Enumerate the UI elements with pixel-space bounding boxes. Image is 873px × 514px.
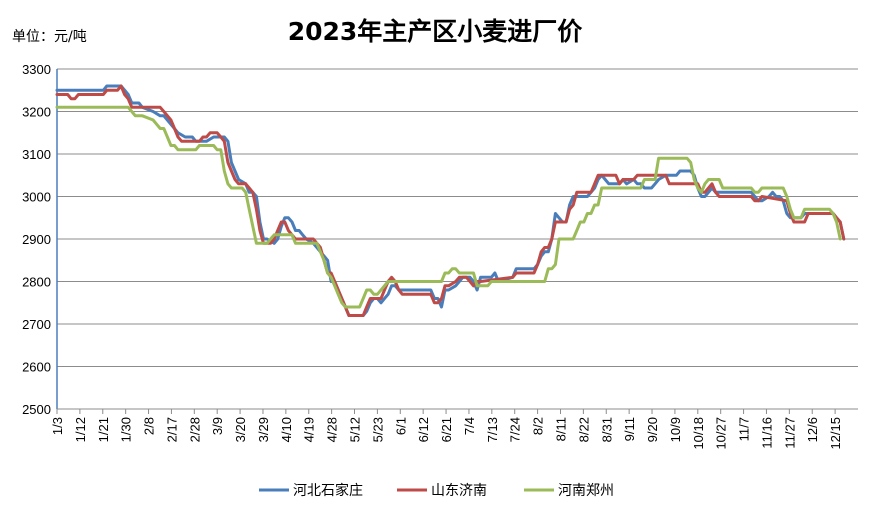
x-tick-label: 8/2 xyxy=(531,417,546,435)
y-axis: 2500 2600 2700 2800 2900 3000 3100 3200 3300 xyxy=(22,62,58,417)
unit-label: 单位：元/吨 xyxy=(12,29,87,45)
x-tick-label: 8/11 xyxy=(553,417,568,441)
y-tick-label: 3100 xyxy=(22,147,51,162)
y-tick-label: 2700 xyxy=(22,317,51,332)
x-tick-label: 4/19 xyxy=(302,417,317,442)
x-tick-label: 11/7 xyxy=(737,417,752,441)
x-tick-label: 10/9 xyxy=(668,417,683,442)
x-tick-label: 3/9 xyxy=(210,417,225,435)
x-axis: 1/3 1/12 1/21 1/30 2/8 2/17 2/28 3/9 3/20 3/29 4/1… xyxy=(50,408,858,450)
x-tick-label: 11/27 xyxy=(782,417,797,449)
y-tick-label: 3000 xyxy=(22,190,51,205)
x-tick-label: 6/1 xyxy=(393,417,408,435)
x-tick-label: 5/23 xyxy=(370,417,385,442)
x-tick-label: 6/12 xyxy=(416,417,431,442)
series-lines xyxy=(55,84,846,317)
x-tick-label: 8/31 xyxy=(599,417,614,442)
x-tick-label: 7/13 xyxy=(485,417,500,442)
x-tick-label: 11/16 xyxy=(759,417,774,449)
x-tick-label: 3/20 xyxy=(233,417,248,442)
legend-item: 河南郑州 xyxy=(524,483,614,499)
x-tick-label: 6/21 xyxy=(439,417,454,442)
grid-lines xyxy=(57,68,858,367)
legend-item: 河北石家庄 xyxy=(259,482,363,499)
legend-label: 河北石家庄 xyxy=(293,482,363,499)
legend-label: 河南郑州 xyxy=(558,483,614,499)
x-tick-label: 8/22 xyxy=(576,417,591,442)
x-tick-label: 12/6 xyxy=(805,417,820,442)
x-tick-label: 1/21 xyxy=(96,417,111,442)
legend-item: 山东济南 xyxy=(397,483,487,499)
x-tick-label: 1/30 xyxy=(119,417,134,442)
x-tick-label: 2/8 xyxy=(142,417,157,435)
x-tick-label: 7/4 xyxy=(462,417,477,435)
x-tick-label: 1/3 xyxy=(50,417,65,435)
x-tick-label: 9/11 xyxy=(622,417,637,441)
x-tick-label: 5/12 xyxy=(348,417,363,442)
x-tick-label: 3/29 xyxy=(256,417,271,442)
legend-label: 山东济南 xyxy=(431,483,487,499)
x-tick-label: 10/18 xyxy=(691,417,706,450)
x-tick-label: 12/15 xyxy=(828,417,843,450)
x-tick-label: 2/28 xyxy=(187,417,202,442)
x-tick-label: 1/12 xyxy=(73,417,88,442)
x-tick-label: 4/10 xyxy=(279,417,294,442)
y-tick-label: 3200 xyxy=(22,105,51,120)
y-tick-label: 3300 xyxy=(22,62,51,77)
legend: 河北石家庄 山东济南 河南郑州 xyxy=(259,482,614,499)
x-tick-label: 4/28 xyxy=(325,417,340,442)
y-tick-label: 2500 xyxy=(22,402,51,417)
series-line-2 xyxy=(55,84,846,317)
x-tick-label: 9/20 xyxy=(645,417,660,442)
y-tick-label: 2800 xyxy=(22,275,51,290)
chart-title: 2023年主产区小麦进厂价 xyxy=(288,17,584,46)
x-tick-label: 7/24 xyxy=(508,417,523,442)
x-tick-label: 2/17 xyxy=(164,417,179,442)
y-tick-label: 2600 xyxy=(22,360,51,375)
y-tick-label: 2900 xyxy=(22,232,51,247)
series-line-3 xyxy=(55,105,842,309)
x-tick-label: 10/27 xyxy=(714,417,729,450)
